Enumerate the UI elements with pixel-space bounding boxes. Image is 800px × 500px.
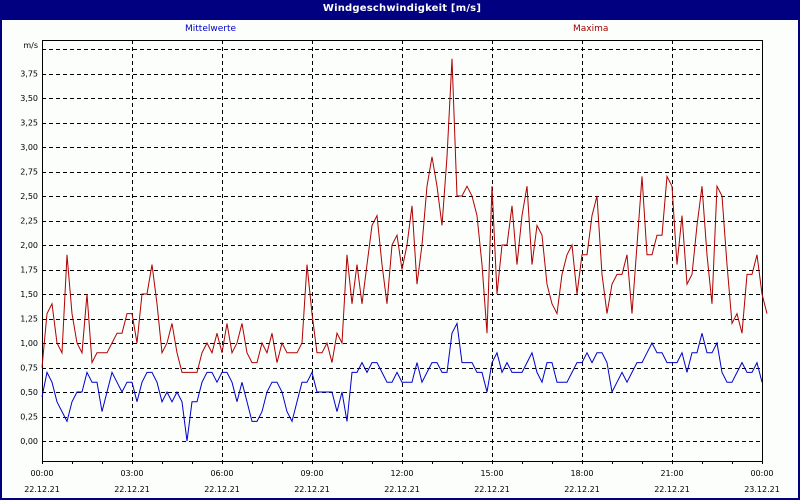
y-axis-labels: 0,00 0,25 0,50 0,75 1,00 1,25 1,50 1,75 2,00 2,25… bbox=[20, 41, 38, 446]
series-lines bbox=[41, 58, 768, 442]
x-tick-time: 18:00 bbox=[570, 469, 593, 478]
y-tick-label: 2,75 bbox=[20, 168, 38, 177]
y-tick-label: 3,00 bbox=[20, 143, 38, 152]
x-tick-date: 23.12.21 bbox=[744, 485, 780, 494]
x-tick-time: 00:00 bbox=[750, 469, 773, 478]
x-tick-date: 22.12.21 bbox=[654, 485, 690, 494]
y-tick-label: 0,00 bbox=[20, 437, 38, 446]
y-tick-label: 1,25 bbox=[20, 315, 38, 324]
x-tick-time: 06:00 bbox=[210, 469, 233, 478]
x-tick-date: 22.12.21 bbox=[204, 485, 240, 494]
series-maxima-line bbox=[41, 58, 768, 373]
y-tick-label: 0,50 bbox=[20, 388, 38, 397]
x-tick-time: 21:00 bbox=[660, 469, 683, 478]
y-tick-label: 1,50 bbox=[20, 290, 38, 299]
x-tick-date: 22.12.21 bbox=[114, 485, 150, 494]
x-tick-time: 15:00 bbox=[480, 469, 503, 478]
x-tick-time: 00:00 bbox=[30, 469, 53, 478]
series-mittelwerte-line bbox=[41, 321, 763, 442]
y-tick-label: 1,00 bbox=[20, 339, 38, 348]
x-tick-date: 22.12.21 bbox=[24, 485, 60, 494]
x-tick-time: 03:00 bbox=[120, 469, 143, 478]
chart-title: Windgeschwindigkeit [m/s] bbox=[2, 0, 800, 20]
x-tick-date: 22.12.21 bbox=[564, 485, 600, 494]
y-tick-label: 1,75 bbox=[20, 266, 38, 275]
y-tick-label: 2,25 bbox=[20, 217, 38, 226]
x-tick-time: 09:00 bbox=[300, 469, 323, 478]
x-tick-date: 22.12.21 bbox=[384, 485, 420, 494]
x-axis-labels: 00:00 22.12.21 03:00 22.12.21 06:00 22.12.21 0… bbox=[24, 469, 780, 494]
y-tick-label: 3,75 bbox=[20, 70, 38, 79]
y-tick-label: 0,75 bbox=[20, 364, 38, 373]
x-tick-date: 22.12.21 bbox=[294, 485, 330, 494]
axes bbox=[42, 40, 763, 464]
legend-maxima: Maxima bbox=[573, 24, 609, 34]
x-tick-date: 22.12.21 bbox=[474, 485, 510, 494]
y-tick-label: 2,00 bbox=[20, 241, 38, 250]
y-axis-unit: m/s bbox=[23, 41, 38, 50]
y-tick-label: 0,25 bbox=[20, 413, 38, 422]
grid-lines bbox=[42, 40, 762, 461]
y-tick-label: 3,25 bbox=[20, 119, 38, 128]
x-tick-time: 12:00 bbox=[390, 469, 413, 478]
y-tick-label: 3,50 bbox=[20, 94, 38, 103]
y-tick-label: 2,50 bbox=[20, 192, 38, 201]
legend-mittelwerte: Mittelwerte bbox=[185, 24, 237, 34]
